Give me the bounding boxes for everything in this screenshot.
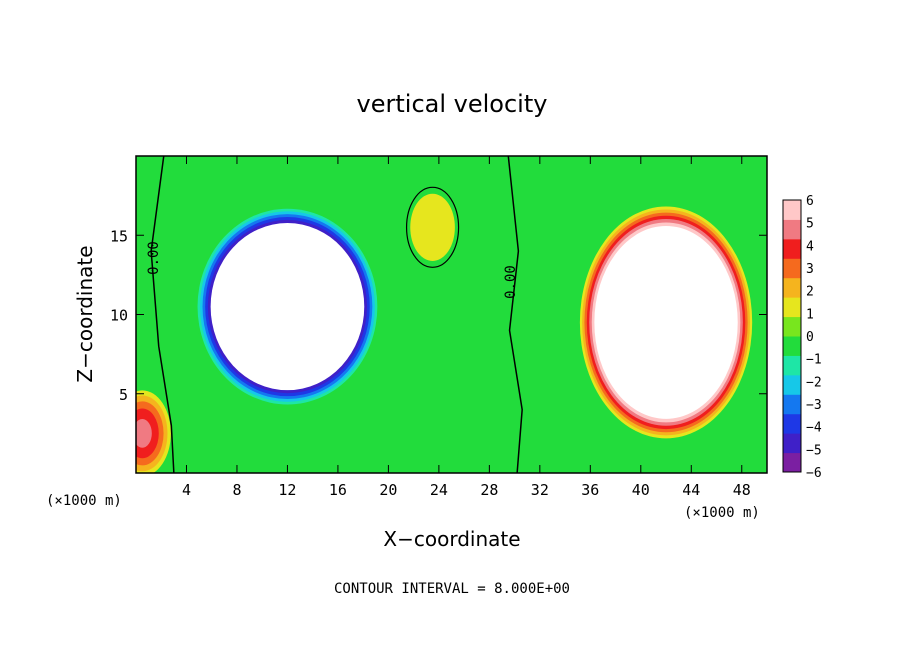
colorbar-label: −4 [806, 421, 822, 436]
colorbar-label: 1 [806, 307, 814, 322]
contour-label-center: 0.00 [503, 265, 519, 299]
y-tick-label: 5 [119, 386, 128, 404]
x-tick-label: 32 [531, 481, 549, 499]
colorbar-swatch [783, 238, 801, 259]
x-tick-label: 4 [182, 481, 191, 499]
small-updraft-region [410, 193, 455, 261]
colorbar-label: −2 [806, 375, 822, 390]
downdraft-region [195, 206, 380, 408]
contour-label-left: 0.00 [146, 241, 162, 275]
colorbar-label: −1 [806, 353, 822, 368]
x-tick-label: 12 [278, 481, 296, 499]
colorbar-label: 6 [806, 194, 814, 209]
x-tick-label: 16 [329, 481, 347, 499]
colorbar-label: −6 [806, 466, 822, 481]
small-updraft-band-0 [410, 193, 455, 261]
x-tick-label: 20 [379, 481, 397, 499]
x-axis-label: X−coordinate [383, 527, 520, 551]
colorbar-label: 2 [806, 285, 814, 300]
colorbar-swatch [783, 219, 801, 240]
zero-contour-2 [507, 156, 523, 473]
y-axis-label: Z−coordinate [73, 245, 97, 382]
zero-contour-1 [150, 156, 175, 473]
colorbar-swatch [783, 316, 801, 337]
downdraft-band-8 [226, 240, 349, 373]
colorbar-swatch [783, 394, 801, 415]
x-tick-label: 40 [632, 481, 650, 499]
colorbar-swatch [783, 374, 801, 395]
y-tick-label: 15 [110, 227, 128, 245]
contour-lines [150, 156, 523, 473]
x-tick-label: 36 [581, 481, 599, 499]
colorbar-swatch [783, 297, 801, 318]
colorbar-swatch [783, 413, 801, 434]
colorbar-swatch [783, 277, 801, 298]
y-axis-ticks: 5 10 15 [110, 227, 767, 404]
updraft-band-8 [609, 245, 723, 399]
colorbar-frame [782, 199, 802, 473]
colorbar-label: 4 [806, 239, 814, 254]
x-tick-label: 44 [682, 481, 700, 499]
colorbar-label: 5 [806, 217, 814, 232]
left-edge-updraft-band-4 [136, 419, 152, 448]
chart-title: vertical velocity [357, 90, 548, 118]
left-edge-updraft-region [136, 390, 171, 473]
updraft-region [579, 206, 753, 439]
x-tick-label: 28 [480, 481, 498, 499]
colorbar-swatch [783, 452, 801, 473]
zero-contour-3 [405, 186, 460, 268]
colorbar-swatch [783, 200, 801, 220]
x-tick-label: 48 [733, 481, 751, 499]
colorbar-label: −3 [806, 398, 822, 413]
colorbar-label: 3 [806, 262, 814, 277]
colorbar: −6 −5 −4 −3 −2 −1 0 1 2 3 4 5 6 [782, 194, 822, 481]
colorbar-swatch [783, 355, 801, 376]
colorbar-swatch [783, 258, 801, 279]
y-tick-label: 10 [110, 307, 128, 325]
colorbar-label: 0 [806, 330, 814, 345]
colorbar-label: −5 [806, 443, 822, 458]
contour-interval: CONTOUR INTERVAL = 8.000E+00 [334, 581, 570, 597]
x-axis-ticks: 4 8 12 16 20 24 28 32 36 40 44 48 [182, 156, 751, 499]
velocity-field [136, 193, 753, 473]
colorbar-swatch [783, 336, 801, 356]
colorbar-swatch [783, 433, 801, 454]
x-tick-label: 8 [232, 481, 241, 499]
x-tick-label: 24 [430, 481, 448, 499]
x-unit-label-left: (×1000 m) [46, 493, 122, 509]
x-unit-label-right: (×1000 m) [684, 505, 760, 521]
